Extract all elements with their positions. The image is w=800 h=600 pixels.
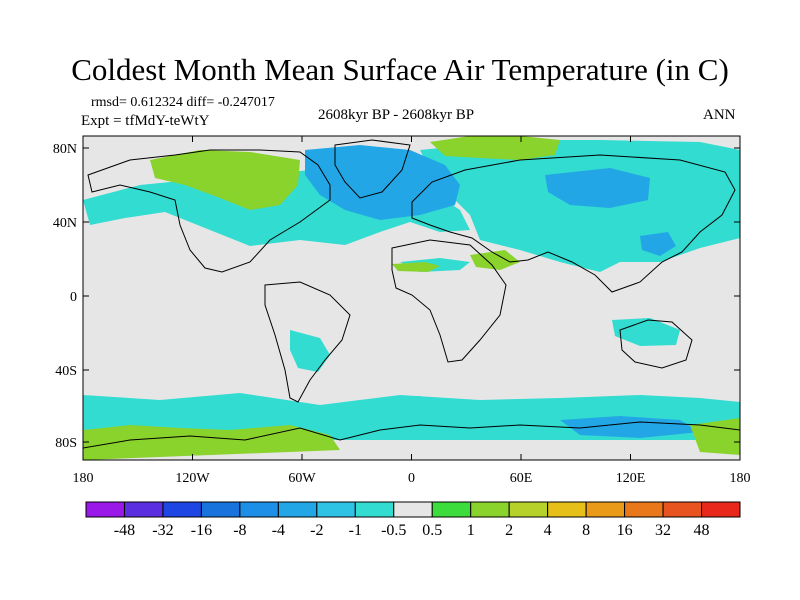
coastline-south-america	[264, 281, 351, 403]
region-antarctic-cold	[560, 416, 700, 438]
colorbar-label: -4	[272, 522, 285, 539]
colorbar-label: -32	[152, 522, 173, 539]
region-south-america-band	[290, 330, 330, 372]
colorbar-label: 0.5	[422, 522, 442, 539]
colorbar-swatch	[470, 501, 510, 518]
region-south-pacific	[240, 396, 450, 422]
colorbar-label: -2	[310, 522, 323, 539]
colorbar-label: -8	[233, 522, 246, 539]
colorbar: -48 -32 -16 -8 -4 -2 -1 -0.5 0.5 1 2 4 8 16 32 48	[85, 501, 741, 539]
lon-tick-label: 120W	[175, 471, 210, 486]
lon-tick-label: 120E	[616, 471, 646, 486]
colorbar-swatch	[547, 501, 587, 518]
lon-tick-label: 180	[730, 471, 751, 486]
colorbar-swatch	[277, 501, 318, 518]
colorbar-swatch	[162, 501, 202, 518]
period-text: 2608kyr BP - 2608kyr BP	[318, 107, 475, 123]
region-sahara-warm	[392, 262, 440, 272]
region-sea-cold	[640, 232, 676, 256]
rmsd-text: rmsd= 0.612324 diff= -0.247017	[91, 95, 275, 110]
lat-tick-label: 40S	[55, 364, 77, 379]
colorbar-swatch	[123, 501, 164, 518]
colorbar-label: -16	[191, 522, 212, 539]
colorbar-label: 16	[617, 522, 633, 539]
lon-tick-label: 60E	[510, 471, 533, 486]
lat-tick-label: 40N	[53, 216, 77, 231]
colorbar-swatch	[200, 501, 241, 518]
colorbar-label: 1	[467, 522, 475, 539]
colorbar-swatch	[316, 501, 356, 518]
region-australia-band	[612, 318, 680, 346]
region-antarctica-warm-east	[690, 418, 740, 455]
season-text: ANN	[703, 107, 736, 123]
colorbar-swatch	[508, 501, 549, 518]
colorbar-label: -1	[349, 522, 362, 539]
lat-tick-label: 80N	[53, 142, 77, 157]
lat-tick-label: 80S	[55, 436, 77, 451]
colorbar-label: -48	[114, 522, 135, 539]
colorbar-label: -0.5	[381, 522, 406, 539]
lon-tick-label: 60W	[288, 471, 316, 486]
colorbar-label: 32	[655, 522, 671, 539]
coastline-africa	[391, 239, 507, 363]
colorbar-swatch	[354, 501, 395, 518]
coastline-australia	[619, 319, 693, 369]
map-axes: 80N 40N 0 40S 80S 180 120W 60W 0 60E 120E 180	[53, 136, 751, 486]
colorbar-swatch	[239, 501, 279, 518]
coastline-eurasia	[411, 154, 736, 293]
region-asia-cold	[545, 168, 650, 208]
expt-text: Expt = tfMdY-teWtY	[81, 113, 210, 129]
region-arctic-warm	[430, 136, 560, 160]
region-middle-east-warm	[470, 250, 520, 270]
colorbar-label: 2	[505, 522, 513, 539]
colorbar-label: 8	[582, 522, 590, 539]
anomaly-regions	[83, 136, 740, 460]
colorbar-swatch	[662, 501, 703, 518]
lon-tick-label: 180	[73, 471, 94, 486]
map-panel	[82, 135, 741, 461]
coastline-antarctica	[83, 421, 740, 449]
coastline-greenland	[334, 139, 411, 199]
lat-tick-label: 0	[70, 290, 77, 305]
colorbar-swatch	[624, 501, 664, 518]
colorbar-swatch	[393, 501, 433, 518]
colorbar-swatch	[85, 501, 125, 518]
colorbar-swatch	[585, 501, 626, 518]
colorbar-swatch	[431, 501, 472, 518]
colorbar-swatch	[701, 501, 741, 518]
region-canada-warm	[150, 150, 300, 210]
chart-title: Coldest Month Mean Surface Air Temperatu…	[71, 52, 729, 87]
colorbar-label: 48	[694, 522, 710, 539]
colorbar-label: 4	[544, 522, 552, 539]
coastlines	[83, 139, 740, 449]
coastline-north-america	[87, 149, 331, 273]
lon-tick-label: 0	[408, 471, 415, 486]
region-greenland-cold	[305, 145, 460, 220]
